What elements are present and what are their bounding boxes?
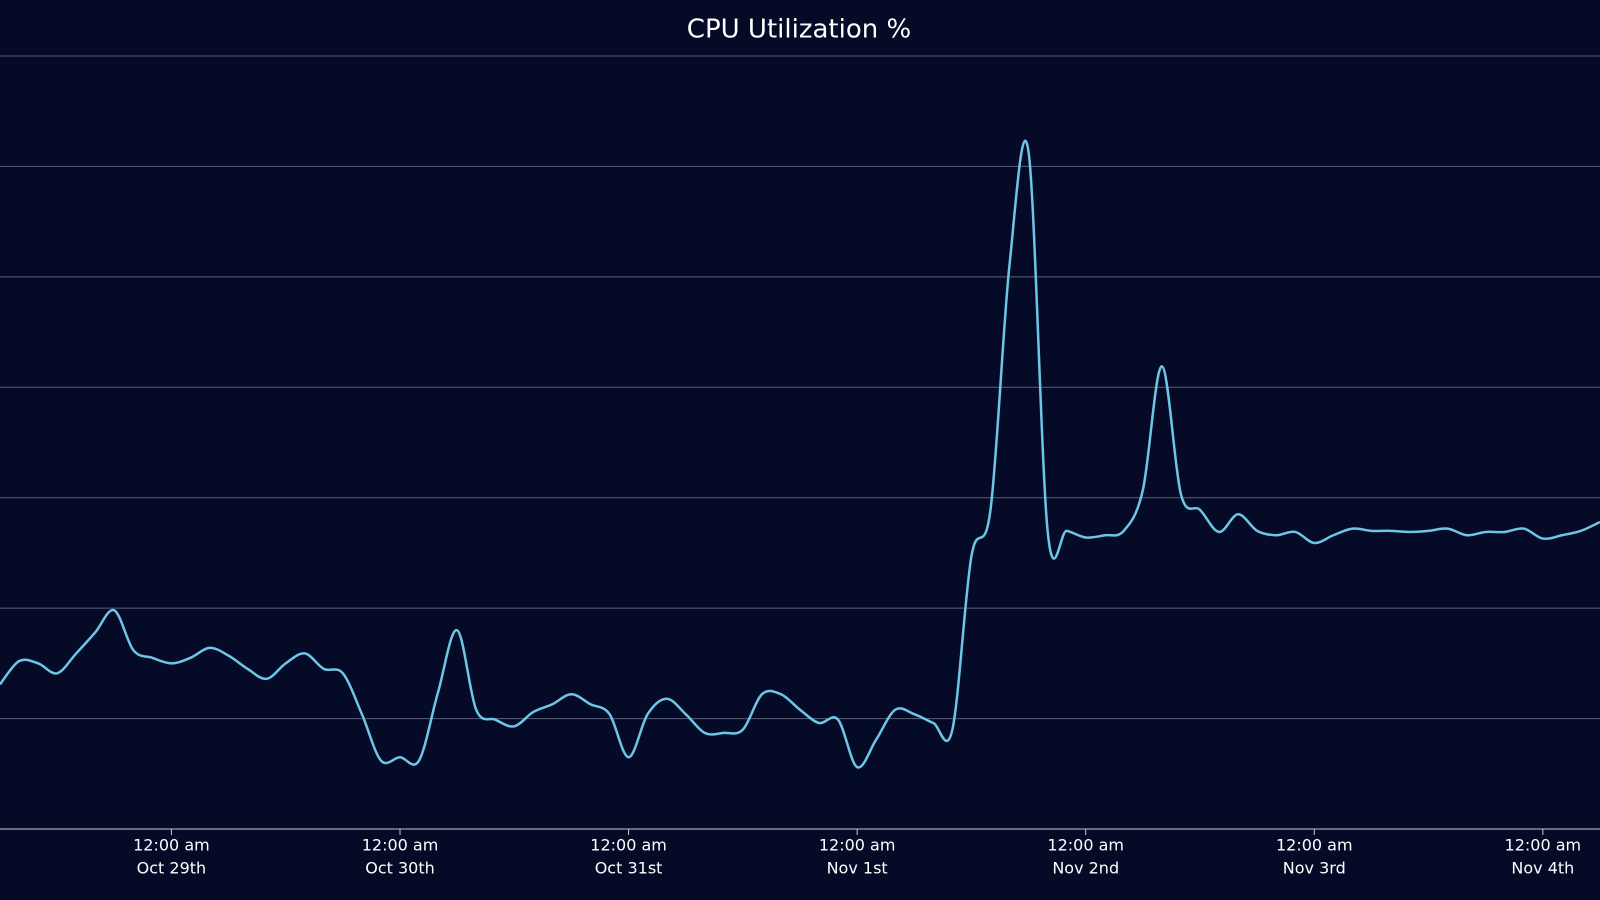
x-tick-label: 12:00 am [819,836,896,855]
x-tick-label: Nov 2nd [1052,859,1119,878]
x-tick-label: Oct 29th [137,859,207,878]
x-tick-label: Oct 30th [365,859,435,878]
x-tick-label: 12:00 am [590,836,667,855]
x-tick-label: 12:00 am [1047,836,1124,855]
x-tick-label: 12:00 am [362,836,439,855]
x-tick-label: 12:00 am [1505,836,1582,855]
chart-title: CPU Utilization % [687,15,911,45]
x-tick-label: Oct 31st [595,859,663,878]
x-tick-label: 12:00 am [133,836,210,855]
x-tick-label: 12:00 am [1276,836,1353,855]
series-line [0,139,1600,769]
x-tick-label: Nov 3rd [1283,859,1346,878]
x-tick-label: Nov 1st [827,859,888,878]
x-tick-label: Nov 4th [1511,859,1574,878]
